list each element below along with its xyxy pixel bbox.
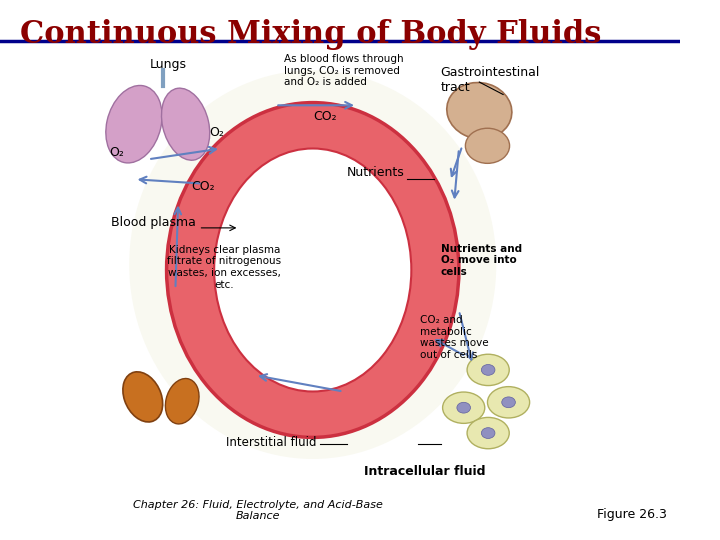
Ellipse shape bbox=[166, 103, 459, 437]
Text: Nutrients and
O₂ move into
cells: Nutrients and O₂ move into cells bbox=[441, 244, 522, 277]
Text: Figure 26.3: Figure 26.3 bbox=[598, 508, 667, 521]
Ellipse shape bbox=[487, 387, 530, 418]
Text: CO₂: CO₂ bbox=[313, 110, 337, 123]
Text: Kidneys clear plasma
filtrate of nitrogenous
wastes, ion excesses,
etc.: Kidneys clear plasma filtrate of nitroge… bbox=[167, 245, 282, 289]
Ellipse shape bbox=[467, 354, 509, 386]
Ellipse shape bbox=[443, 392, 485, 423]
Ellipse shape bbox=[166, 379, 199, 424]
Text: O₂: O₂ bbox=[109, 145, 125, 159]
Ellipse shape bbox=[457, 402, 470, 413]
Ellipse shape bbox=[123, 372, 163, 422]
Ellipse shape bbox=[214, 148, 411, 392]
Text: Lungs: Lungs bbox=[150, 58, 187, 71]
Text: Blood plasma: Blood plasma bbox=[111, 215, 196, 229]
Ellipse shape bbox=[129, 70, 496, 459]
Text: Chapter 26: Fluid, Electrolyte, and Acid-Base
Balance: Chapter 26: Fluid, Electrolyte, and Acid… bbox=[133, 500, 383, 521]
Text: Interstitial fluid: Interstitial fluid bbox=[225, 435, 316, 449]
Text: Continuous Mixing of Body Fluids: Continuous Mixing of Body Fluids bbox=[20, 19, 602, 50]
Text: Gastrointestinal
tract: Gastrointestinal tract bbox=[441, 66, 540, 94]
Ellipse shape bbox=[106, 85, 162, 163]
Ellipse shape bbox=[465, 128, 510, 163]
Text: As blood flows through
lungs, CO₂ is removed
and O₂ is added: As blood flows through lungs, CO₂ is rem… bbox=[284, 54, 404, 87]
Text: O₂: O₂ bbox=[209, 126, 224, 139]
Ellipse shape bbox=[502, 397, 516, 408]
Ellipse shape bbox=[161, 88, 210, 160]
Ellipse shape bbox=[467, 417, 509, 449]
Ellipse shape bbox=[482, 428, 495, 438]
Text: Intracellular fluid: Intracellular fluid bbox=[364, 465, 486, 478]
Text: CO₂ and
metabolic
wastes move
out of cells: CO₂ and metabolic wastes move out of cel… bbox=[420, 315, 489, 360]
Text: CO₂: CO₂ bbox=[191, 180, 215, 193]
Text: Nutrients: Nutrients bbox=[347, 165, 405, 179]
Ellipse shape bbox=[447, 83, 512, 139]
Ellipse shape bbox=[482, 364, 495, 375]
